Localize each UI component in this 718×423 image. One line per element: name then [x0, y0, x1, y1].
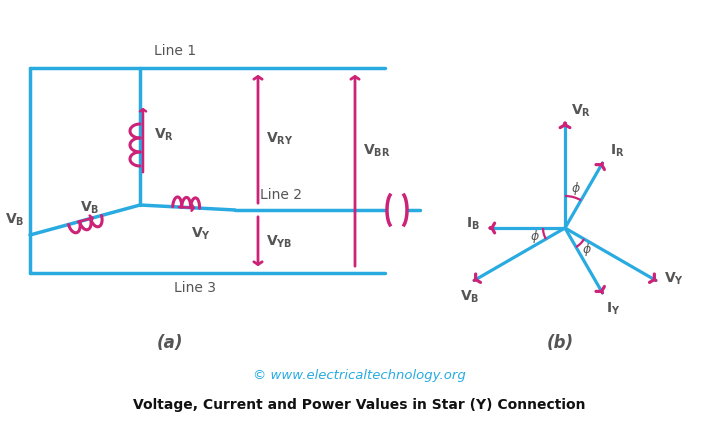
- Text: © www.electricaltechnology.org: © www.electricaltechnology.org: [253, 368, 465, 382]
- Text: $\phi$: $\phi$: [571, 180, 581, 197]
- Text: $\mathbf{V_B}$: $\mathbf{V_B}$: [460, 288, 480, 305]
- Text: $\mathbf{V_B}$: $\mathbf{V_B}$: [6, 212, 25, 228]
- Text: $\mathbf{I_B}$: $\mathbf{I_B}$: [466, 216, 480, 232]
- Text: Line 3: Line 3: [174, 281, 216, 295]
- Text: $\phi$: $\phi$: [582, 242, 592, 258]
- Text: (a): (a): [157, 334, 183, 352]
- Text: (b): (b): [546, 334, 574, 352]
- Text: $\mathbf{I_Y}$: $\mathbf{I_Y}$: [607, 301, 621, 317]
- Text: $\mathbf{V_Y}$: $\mathbf{V_Y}$: [664, 270, 684, 287]
- Text: $\mathbf{V_{BR}}$: $\mathbf{V_{BR}}$: [363, 142, 391, 159]
- Text: $\mathbf{V_B}$: $\mathbf{V_B}$: [80, 199, 100, 216]
- Text: $\mathbf{V_Y}$: $\mathbf{V_Y}$: [191, 225, 211, 242]
- Text: $\phi$: $\phi$: [530, 228, 540, 244]
- Text: Line 2: Line 2: [260, 188, 302, 202]
- Text: $\mathbf{V_{RY}}$: $\mathbf{V_{RY}}$: [266, 131, 294, 147]
- Text: Voltage, Current and Power Values in Star (Y) Connection: Voltage, Current and Power Values in Sta…: [133, 398, 585, 412]
- Text: $\mathbf{V_{YB}}$: $\mathbf{V_{YB}}$: [266, 233, 292, 250]
- Text: $\mathbf{I_R}$: $\mathbf{I_R}$: [610, 143, 624, 159]
- Text: $\mathbf{V_R}$: $\mathbf{V_R}$: [571, 103, 591, 119]
- Text: Line 1: Line 1: [154, 44, 196, 58]
- Text: $\mathbf{V_R}$: $\mathbf{V_R}$: [154, 127, 174, 143]
